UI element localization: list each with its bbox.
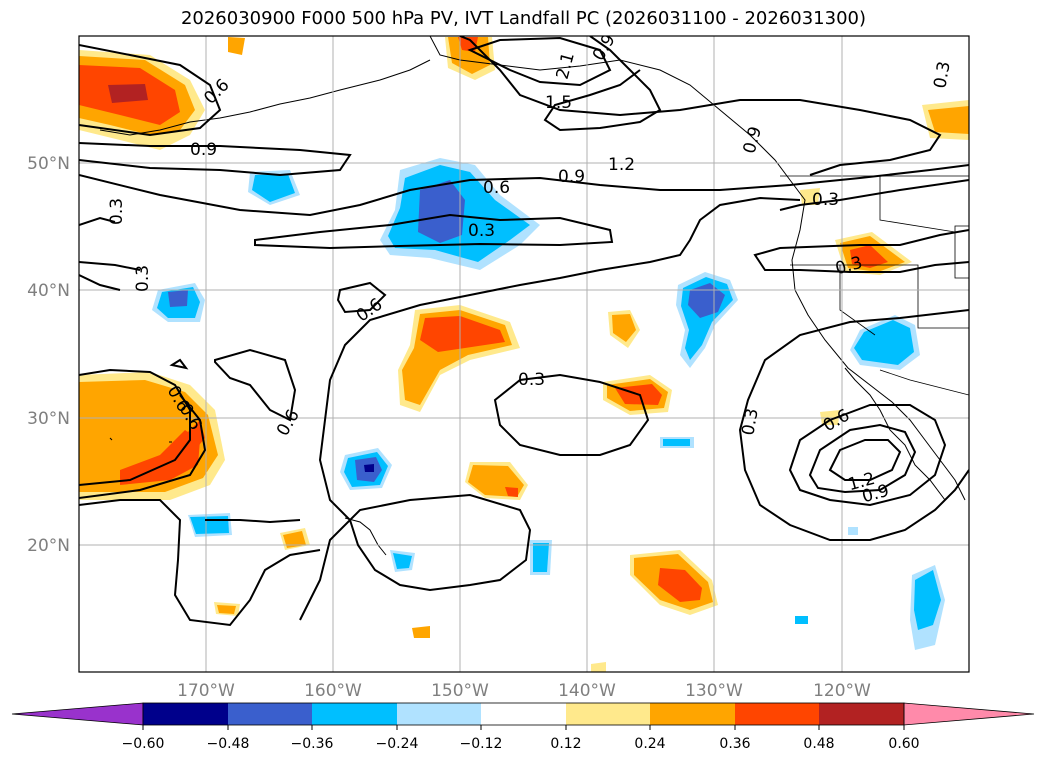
ivt-contours [79,36,969,627]
colorbar-segment [903,702,1035,726]
lon-label-150w: 150°W [431,681,489,701]
colorbar-tick-label: 0.48 [803,736,834,752]
lat-label-50n: 50°N [27,154,70,174]
contour-label: 0.3 [738,407,762,437]
lat-label-30n: 30°N [27,409,70,429]
colorbar-segment [481,703,566,725]
contour-label: 0.3 [107,198,127,225]
lat-label-20n: 20°N [27,536,70,556]
longitude-labels: 170°W 160°W 150°W 140°W 130°W 120°W [177,681,871,701]
lon-label-120w: 120°W [813,681,871,701]
contour-label: 0.9 [558,167,585,187]
contour-label: 0.3 [812,190,839,210]
colorbar-tick-label: −0.48 [207,736,250,752]
lon-label-160w: 160°W [304,681,362,701]
colorbar-tick-label: −0.36 [291,736,334,752]
lon-label-130w: 130°W [685,681,743,701]
colorbar-segment [143,703,228,725]
colorbar-tick-label: −0.12 [460,736,503,752]
contour-label: 0.3 [930,60,954,90]
contour-label: 0.6 [483,178,510,198]
colorbar-tick-label: 0.24 [634,736,665,752]
lon-label-140w: 140°W [558,681,616,701]
coastlines [99,36,966,556]
contour-label: 0.3 [468,221,495,241]
colorbar-tick-label: −0.24 [376,736,419,752]
contour-label: 0.9 [190,140,217,160]
colorbar-segment [228,703,312,725]
colorbar-tick-label: 0.12 [550,736,581,752]
contour-label: 0.3 [133,265,153,292]
contour-label: 1.2 [608,155,635,175]
map-frame [78,35,970,673]
gridlines [79,36,969,672]
lat-label-40n: 40°N [27,281,70,301]
colorbar-segment [312,703,397,725]
colorbar-segment [566,703,650,725]
colorbar-tick-label: 0.60 [888,736,919,752]
contour-label: 0.3 [518,370,545,390]
colorbar: −0.60 −0.48 −0.36 −0.24 −0.12 0.12 0.24 … [11,702,1035,752]
colorbar-segment [735,703,819,725]
map-area [79,36,969,672]
latitude-labels: 50°N 40°N 30°N 20°N [27,154,70,556]
colorbar-segment [397,703,481,725]
colorbar-segment [819,703,904,725]
borders [780,175,969,396]
colorbar-tick-label: 0.36 [719,736,750,752]
colorbar-segment [11,702,144,726]
colorbar-tick-label: −0.60 [122,736,165,752]
map-title: 2026030900 F000 500 hPa PV, IVT Landfall… [180,8,867,29]
lon-label-170w: 170°W [177,681,235,701]
contour-label: 1.5 [545,93,572,113]
colorbar-segment [650,703,735,725]
